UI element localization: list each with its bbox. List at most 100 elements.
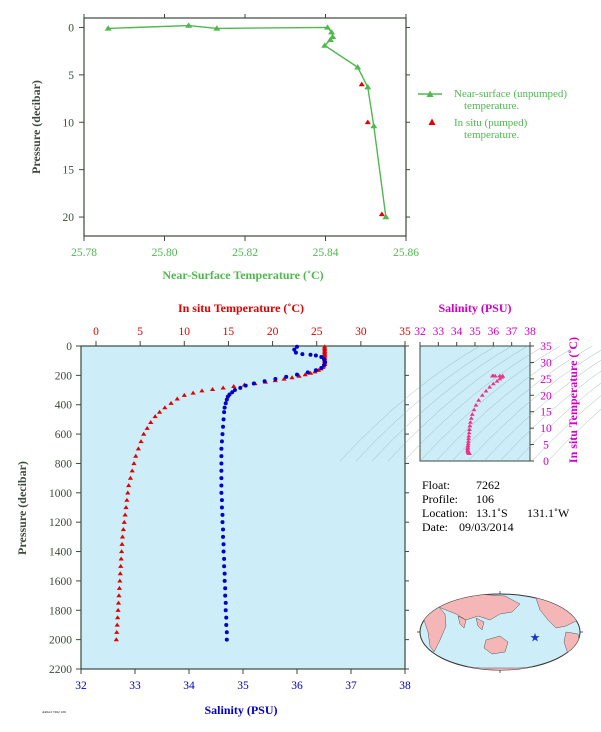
profile-y-tick-label: 600 <box>55 429 73 441</box>
temperature-point <box>117 578 123 583</box>
temperature-point <box>209 386 216 391</box>
profile-temperature-ticks: 0 5 10 15 20 25 30 35 <box>93 326 411 346</box>
salinity-point <box>295 344 299 349</box>
legend-green-label-2: temperature. <box>464 100 520 112</box>
location-lon: 131.1˚W <box>527 506 570 520</box>
top-y-tick-label: 15 <box>63 165 75 177</box>
near-surface-temperature-chart: 25.78 25.80 25.82 25.84 25.86 0 5 10 15 20 Near-… <box>29 14 567 282</box>
salinity-point <box>219 505 224 510</box>
salinity-point <box>219 461 224 466</box>
top-y-ticks: 0 5 10 15 20 <box>63 22 410 224</box>
temperature-tick-label: 25 <box>311 326 323 338</box>
ts-temperature-tick-label: 5 <box>543 440 549 452</box>
temperature-point <box>156 409 163 414</box>
location-lat: 13.1˚S <box>476 506 508 520</box>
profile-value: 106 <box>476 492 494 506</box>
top-x-tick-label: 25.82 <box>232 247 258 259</box>
salinity-point <box>224 615 229 620</box>
salinity-point <box>221 527 226 532</box>
top-y-tick-label: 20 <box>63 212 75 224</box>
salinity-point <box>222 564 227 569</box>
temperature-point <box>115 615 121 620</box>
float-value: 7262 <box>476 478 500 492</box>
top-y-axis-title: Pressure (decibar) <box>29 80 43 174</box>
land-australia <box>483 635 509 655</box>
temperature-point <box>289 375 295 380</box>
ts-point <box>469 412 475 416</box>
land-south-america <box>563 631 580 661</box>
salinity-tick-label: 34 <box>183 680 195 692</box>
salinity-point <box>238 385 243 390</box>
ts-point <box>465 441 471 446</box>
temperature-point <box>220 385 226 390</box>
ts-point <box>465 443 471 448</box>
temperature-tick-label: 30 <box>355 326 367 338</box>
salinity-point <box>219 490 224 495</box>
temperature-tick-label: 5 <box>137 326 143 338</box>
land-africa <box>423 605 447 653</box>
salinity-point <box>220 520 225 525</box>
salinity-point <box>221 534 226 539</box>
temperature-point <box>125 490 131 495</box>
salinity-point <box>224 397 229 402</box>
temperature-point <box>115 600 122 605</box>
ts-salinity-ticks: 32 33 34 35 36 37 38 <box>414 326 536 346</box>
salinity-point <box>251 381 256 386</box>
temperature-point <box>168 400 174 405</box>
profile-chart: 0200400600800100012001400160018002000220… <box>15 301 411 717</box>
ts-point <box>473 402 479 407</box>
salinity-point <box>219 468 224 473</box>
temperature-point <box>138 439 144 444</box>
density-contour <box>387 345 529 462</box>
near-surface-temperature-line <box>108 24 387 218</box>
top-y-tick-label: 5 <box>68 70 74 82</box>
profile-y-ticks: 0 200 400 600 800 1000 1200 1400 1600 1800 2000 220… <box>49 341 409 676</box>
top-x-ticks: 25.78 25.80 25.82 25.84 25.86 <box>71 14 419 259</box>
salinity-point <box>262 379 267 384</box>
ts-temperature-ticks: 0 5 10 15 20 25 30 35 <box>530 341 552 468</box>
top-series-marks <box>104 22 390 220</box>
profile-label: Profile: <box>422 492 458 506</box>
location-label: Location: <box>422 506 468 520</box>
date-value: 09/03/2014 <box>459 520 514 534</box>
in-situ-temperature-point <box>358 81 365 87</box>
legend-red-label-2: temperature. <box>464 129 520 141</box>
salinity-point <box>300 352 305 357</box>
near-surface-temperature-point <box>213 25 221 31</box>
near-surface-temperature-point <box>104 25 112 31</box>
ts-marks <box>465 373 506 455</box>
salinity-point <box>313 353 318 358</box>
temperature-point <box>231 384 237 389</box>
near-surface-temperature-point <box>354 64 362 70</box>
temperature-point <box>119 541 125 546</box>
ts-salinity-tick-label: 34 <box>451 326 463 338</box>
salinity-point <box>222 571 227 576</box>
profile-top-axis-title: In situ Temperature (˚C) <box>178 301 304 315</box>
profile-y-tick-label: 1800 <box>49 605 72 617</box>
temperature-point <box>114 629 120 634</box>
temperature-point <box>152 414 158 419</box>
ts-point <box>494 378 500 383</box>
temperature-tick-label: 0 <box>93 326 99 338</box>
temperature-point <box>116 593 122 598</box>
salinity-point <box>219 454 224 459</box>
top-legend: Near-surface (unpumped) temperature. In … <box>418 88 567 141</box>
salinity-point <box>305 370 310 375</box>
temperature-point <box>141 431 147 436</box>
temperature-point <box>115 607 121 612</box>
salinity-tick-label: 33 <box>129 680 141 692</box>
temperature-point <box>148 420 154 424</box>
density-contour <box>371 345 513 462</box>
float-location-star: ★ <box>530 631 541 645</box>
profile-plot-background <box>80 345 406 670</box>
density-contour <box>467 349 601 462</box>
temperature-point <box>131 461 137 466</box>
salinity-point <box>322 363 326 368</box>
ts-point <box>490 381 496 386</box>
ts-temperature-tick-label: 10 <box>540 423 552 435</box>
ts-point <box>468 420 473 424</box>
ts-salinity-tick-label: 37 <box>506 326 518 338</box>
temperature-point <box>302 372 308 377</box>
temperature-tick-label: 35 <box>399 326 411 338</box>
salinity-point <box>224 630 229 635</box>
